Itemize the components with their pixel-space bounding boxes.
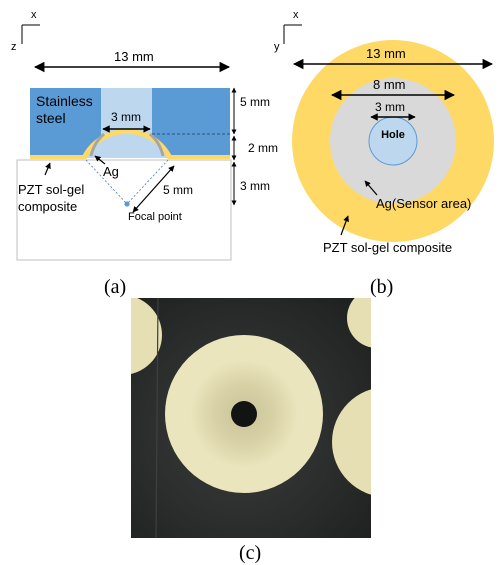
transducer-hole: [231, 401, 257, 427]
pzt-ring-pointer: [340, 215, 349, 236]
pzt-flat-left: [30, 155, 86, 159]
xz-axis-glyph: x z: [11, 9, 40, 53]
focal-distance-label: 5 mm: [163, 183, 193, 197]
pzt-label-line1: PZT sol-gel: [18, 182, 84, 197]
pzt-pointer: [44, 162, 51, 176]
center-hole: [368, 116, 418, 166]
axis-y-label-b: y: [274, 41, 280, 53]
neighbor-piece-right: [332, 389, 371, 495]
width-label: 13 mm: [114, 49, 154, 64]
caption-a: (a): [104, 276, 126, 298]
ag-label: Ag: [103, 164, 119, 179]
ag-electrode-left: [89, 132, 106, 157]
focal-distance-arrow: [132, 165, 175, 213]
panel-a-cross-section: x z 13 mm Stainless steel 3 mm: [11, 9, 278, 298]
pzt-flat-right: [168, 155, 230, 159]
focal-point-marker: [124, 201, 130, 207]
panel-c-photo: (c): [131, 298, 371, 564]
pzt-label-line2: composite: [18, 199, 77, 214]
ag-electrode-right: [148, 132, 165, 157]
hole-label: 3 mm: [111, 110, 141, 124]
axis-x-label: x: [31, 9, 37, 21]
steel-label-line2: steel: [36, 110, 66, 126]
caption-c: (c): [239, 542, 261, 564]
below-height-label: 3 mm: [240, 179, 270, 193]
steel-height-label: 5 mm: [240, 95, 270, 109]
hole-diameter-label: 3 mm: [375, 100, 405, 114]
pzt-ring-label: PZT sol-gel composite: [323, 240, 452, 255]
panel-b-top-view: x y 13 mm 8 mm 3 mm Hole Ag(Sensor area)…: [274, 9, 494, 298]
focal-point-label: Focal point: [128, 211, 182, 223]
ag-pointer: [94, 155, 106, 165]
axis-x-label-b: x: [293, 9, 299, 21]
xy-axis-glyph: x y: [274, 9, 302, 53]
neighbor-piece-top-left: [131, 298, 162, 374]
ag-sensor-label: Ag(Sensor area): [376, 196, 471, 211]
ag-sensor-pointer: [364, 180, 378, 196]
hole-text: Hole: [381, 129, 405, 141]
caption-b: (b): [370, 276, 393, 298]
ag-diameter-label: 8 mm: [373, 77, 406, 92]
axis-z-label: z: [11, 41, 17, 53]
outer-diameter-label: 13 mm: [366, 46, 406, 61]
table-seam: [155, 298, 159, 538]
steel-label-line1: Stainless: [36, 93, 93, 109]
focal-region: [16, 159, 232, 261]
neighbor-piece-top-right: [347, 298, 371, 348]
dome-height-label: 2 mm: [248, 141, 278, 155]
